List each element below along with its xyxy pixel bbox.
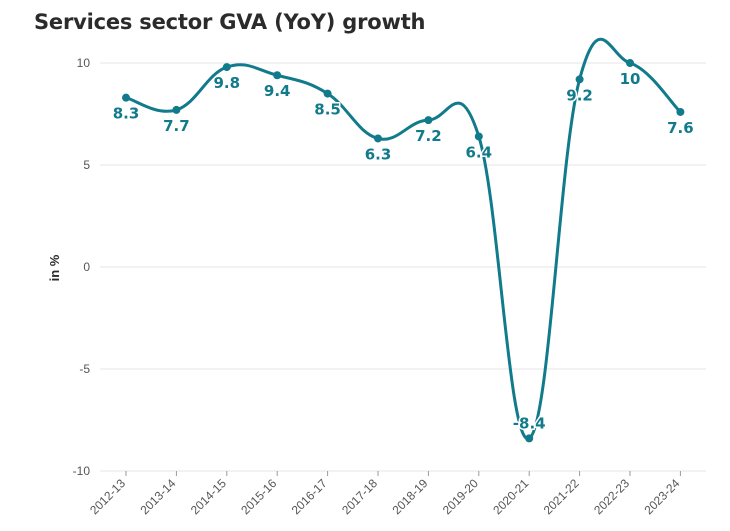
x-tick-label: 2018-19 [389,476,430,517]
data-point [323,89,332,98]
data-point [525,434,534,443]
x-tick-label: 2023-24 [641,476,682,517]
data-label: 10 [620,70,641,88]
data-point [575,75,584,84]
y-tick-label: 5 [83,158,90,172]
x-tick-label: 2012-13 [87,476,128,517]
data-label: 6.3 [365,145,392,163]
x-tick-label: 2021-22 [541,476,582,517]
y-tick-label: 10 [77,56,91,70]
data-point [273,71,282,80]
x-tick-label: 2016-17 [289,476,330,517]
chart-title: Services sector GVA (YoY) growth [34,10,426,34]
x-axis-ticks: 2012-13 2013-14 2014-15 2015-16 2016-17 2017-… [87,471,683,517]
x-tick-label: 2014-15 [188,476,229,517]
y-axis-ticks: 10 5 0 -5 -10 [73,56,91,478]
data-label: 8.5 [314,101,341,119]
x-tick-label: 2020-21 [490,476,531,517]
y-axis-label: in % [47,254,62,281]
y-tick-label: -5 [79,362,90,376]
data-point [222,63,231,72]
data-label: -8.4 [513,414,546,432]
y-tick-label: -10 [73,464,91,478]
y-tick-label: 0 [83,260,90,274]
data-label: 9.2 [566,86,593,104]
data-label: 9.4 [264,82,291,100]
data-label: 6.4 [466,143,493,161]
x-tick-label: 2019-20 [440,476,481,517]
data-label: 7.7 [163,117,190,135]
data-label: 7.2 [415,127,442,145]
data-point [676,107,685,116]
data-label: 7.6 [667,119,694,137]
series-line [124,37,682,440]
data-label: 9.8 [214,74,241,92]
x-tick-label: 2015-16 [238,476,279,517]
data-point [626,59,634,67]
data-point [474,132,483,141]
x-tick-label: 2013-14 [137,476,178,517]
data-point [172,105,181,114]
data-points [122,59,685,443]
x-tick-label: 2017-18 [339,476,380,517]
data-point [122,93,130,102]
data-point [374,134,382,143]
data-label: 8.3 [113,105,140,123]
data-point [424,116,433,125]
x-tick-label: 2022-23 [591,476,632,517]
gridlines [100,62,706,472]
data-labels: 8.3 7.7 9.8 9.4 8.5 6.3 7.2 6.4 -8.4 9.2 10 7.6 [111,69,695,434]
